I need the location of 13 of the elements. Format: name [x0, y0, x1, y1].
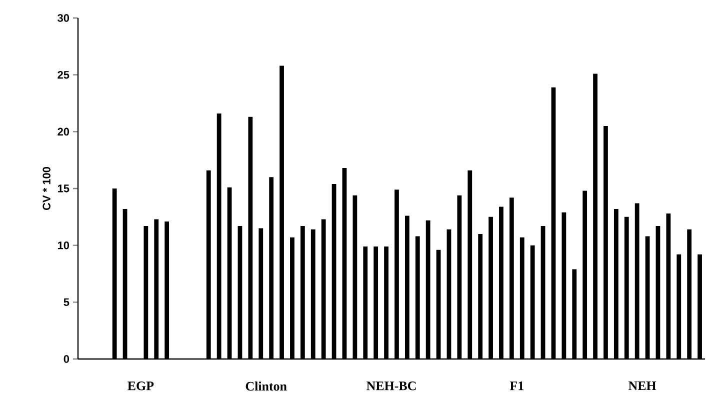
y-tick-label: 5 [64, 298, 70, 306]
y-tick-label: 25 [58, 70, 70, 79]
x-tick-label: NEH [628, 382, 656, 390]
y-tick-label: 30 [58, 14, 70, 22]
x-tick-label: EGP [128, 382, 154, 390]
x-tick-label: F1 [510, 382, 524, 390]
y-tick-label: 20 [58, 128, 70, 136]
x-tick-label: NEH-BC [366, 382, 416, 390]
x-tick-label: Clinton [246, 382, 287, 391]
y-axis-title: CV * 100 [42, 167, 50, 210]
y-tick-label: 0 [64, 355, 70, 363]
y-tick-label: 10 [58, 241, 70, 250]
y-tick-label: 15 [58, 184, 70, 192]
